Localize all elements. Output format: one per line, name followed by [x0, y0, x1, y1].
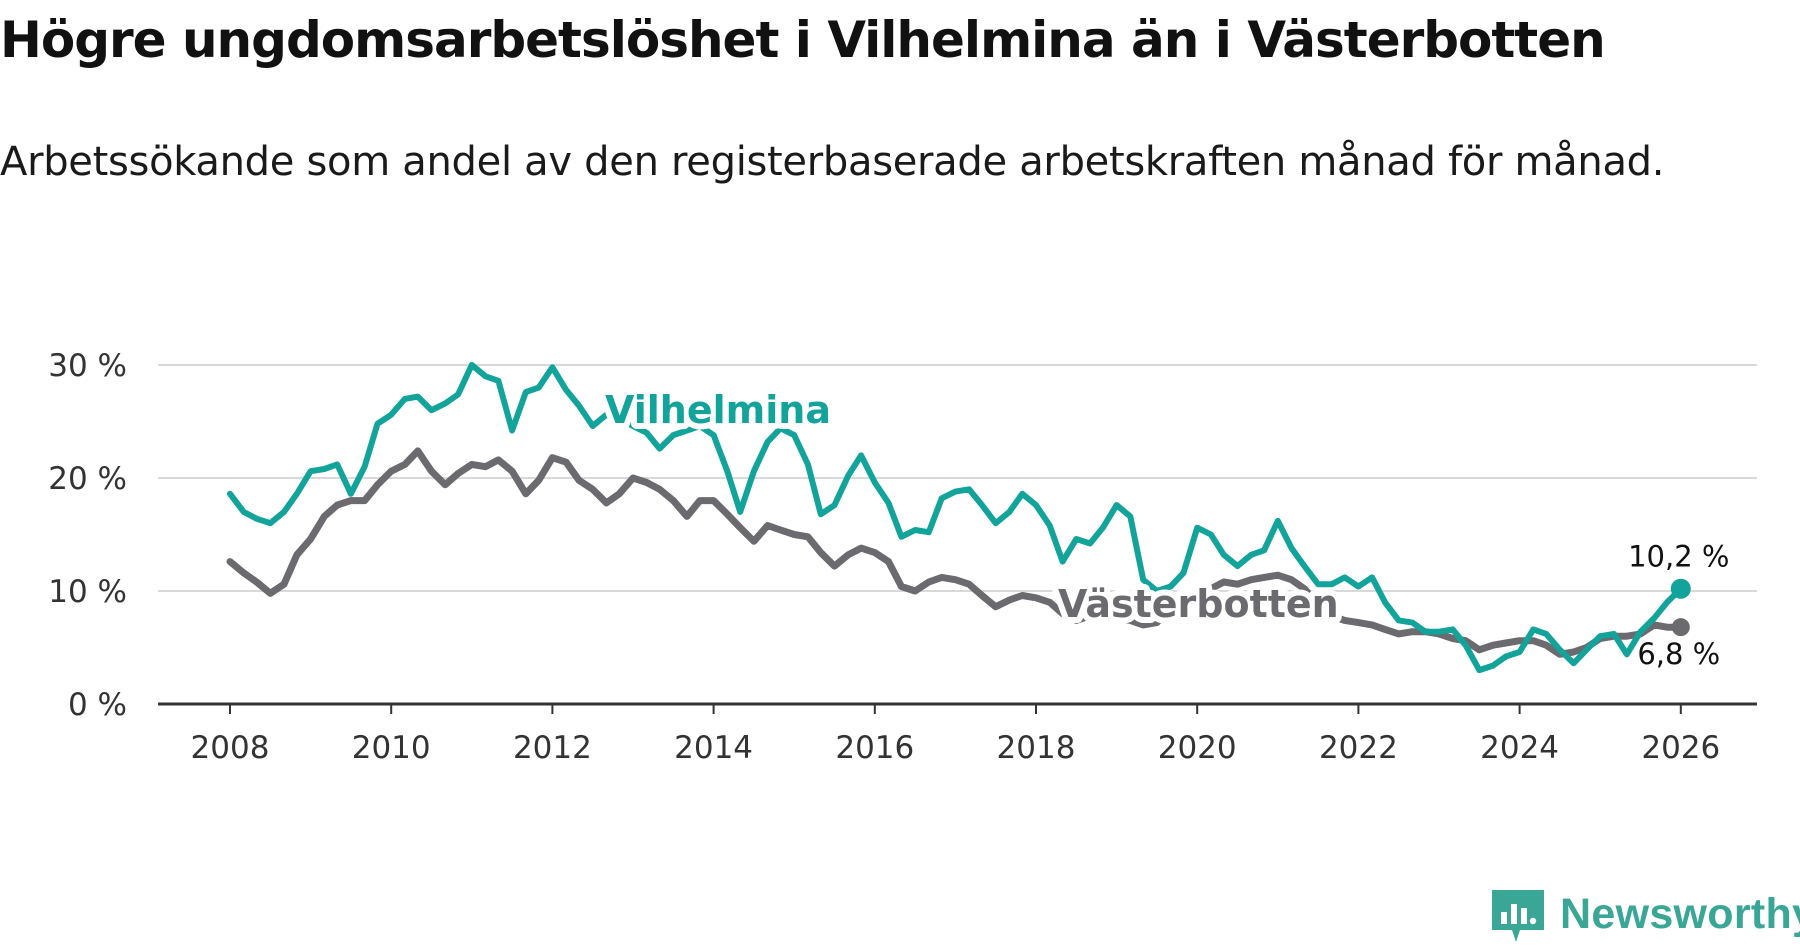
x-tick-label: 2018 [997, 730, 1076, 766]
x-tick-label: 2026 [1641, 730, 1720, 766]
y-tick-label: 30 % [48, 348, 127, 384]
end-value-label-vasterbotten: 6,8 % [1637, 637, 1720, 671]
chart-subtitle: Arbetssökande som andel av den registerb… [0, 139, 1665, 185]
x-tick-label: 2016 [835, 730, 914, 766]
chart-title: Högre ungdomsarbetslöshet i Vilhelmina ä… [0, 11, 1606, 69]
x-tick-label: 2008 [191, 730, 270, 766]
newsworthy-logo-text: Newsworthy [1560, 890, 1800, 938]
end-value-label-vilhelmina: 10,2 % [1628, 540, 1729, 574]
x-tick-label: 2024 [1480, 730, 1559, 766]
series-label-vasterbotten: Västerbotten [1058, 582, 1339, 626]
y-tick-label: 10 % [48, 574, 127, 610]
series-end-dot-vilhelmina [1670, 578, 1691, 599]
series-line-vasterbotten [226, 447, 1685, 658]
newsworthy-logo: Newsworthy [1488, 886, 1800, 946]
series-label-vilhelmina: Vilhelmina [605, 388, 831, 432]
x-tick-label: 2022 [1319, 730, 1398, 766]
x-tick-label: 2014 [674, 730, 753, 766]
x-tick-label: 2010 [352, 730, 431, 766]
series-end-dot-vasterbotten [1671, 618, 1690, 637]
x-tick-label: 2020 [1158, 730, 1237, 766]
newsworthy-logo-icon [1492, 890, 1544, 942]
y-tick-label: 0 % [68, 687, 127, 723]
x-tick-label: 2012 [513, 730, 592, 766]
series-line-vilhelmina [227, 362, 1684, 674]
y-tick-label: 20 % [48, 461, 127, 497]
